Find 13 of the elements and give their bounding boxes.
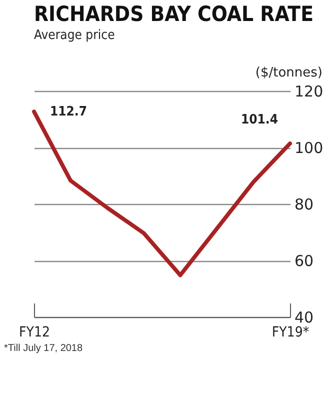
chart-title: RICHARDS BAY COAL RATE (34, 2, 314, 26)
chart-subtitle: Average price (34, 28, 115, 43)
y-tick-label: 40 (294, 308, 314, 326)
data-label: 112.7 (50, 104, 87, 120)
y-tick-label: 120 (294, 82, 323, 100)
text: *Till July 17, 2018 (4, 343, 84, 354)
y-tick-label: 80 (294, 196, 314, 214)
x-tick-label: FY12 (19, 324, 50, 340)
y-tick-label: 60 (294, 252, 314, 270)
data-label: 101.4 (241, 112, 278, 128)
x-tick-label: FY19* (272, 324, 310, 340)
y-tick-label: 100 (294, 139, 323, 157)
y-axis-title: ($/tonnes) (255, 66, 322, 80)
